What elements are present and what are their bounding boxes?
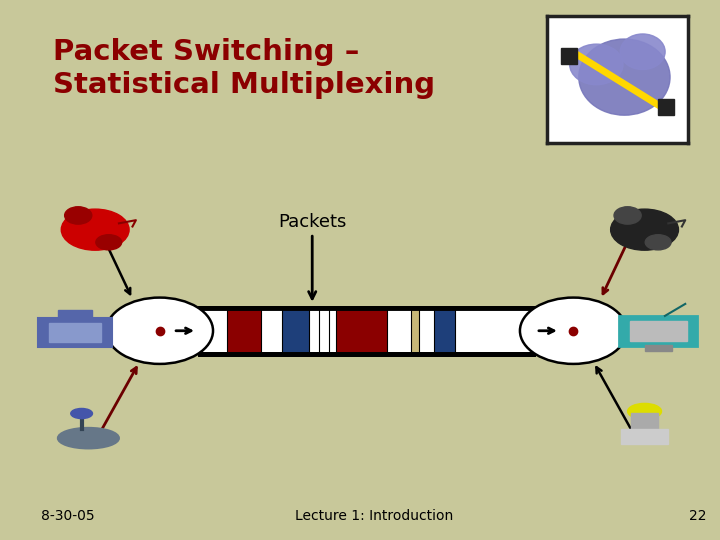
Ellipse shape: [107, 298, 213, 364]
Polygon shape: [533, 308, 557, 354]
Bar: [200, 308, 533, 354]
Bar: [629, 321, 687, 341]
Ellipse shape: [614, 207, 642, 224]
Bar: [621, 429, 668, 444]
Bar: [200, 309, 228, 352]
Bar: [419, 309, 434, 352]
Ellipse shape: [620, 34, 665, 70]
Bar: [387, 309, 410, 352]
Text: 8-30-05: 8-30-05: [41, 509, 95, 523]
Circle shape: [628, 403, 662, 419]
Ellipse shape: [611, 209, 678, 250]
Bar: [434, 309, 454, 352]
Bar: [228, 309, 261, 352]
Bar: [319, 309, 329, 352]
Bar: [454, 309, 533, 352]
Ellipse shape: [65, 207, 91, 224]
Text: 22: 22: [688, 509, 706, 523]
Ellipse shape: [570, 44, 623, 85]
Ellipse shape: [61, 209, 129, 250]
Polygon shape: [176, 308, 200, 354]
Bar: [410, 309, 419, 352]
Polygon shape: [531, 310, 554, 351]
Bar: [58, 310, 91, 318]
Text: Lecture 1: Introduction: Lecture 1: Introduction: [294, 509, 453, 523]
Circle shape: [71, 408, 92, 418]
Polygon shape: [179, 310, 202, 351]
Text: Packets: Packets: [278, 213, 346, 299]
Bar: [618, 316, 698, 346]
Ellipse shape: [58, 428, 119, 448]
Bar: [200, 308, 533, 354]
Bar: [658, 99, 674, 115]
Bar: [49, 323, 101, 342]
Bar: [329, 309, 336, 352]
Bar: [336, 309, 387, 352]
Bar: [631, 413, 658, 429]
Ellipse shape: [645, 235, 671, 250]
Bar: [261, 309, 282, 352]
Ellipse shape: [579, 39, 670, 115]
Text: Packet Switching –
Statistical Multiplexing: Packet Switching – Statistical Multiplex…: [53, 38, 436, 99]
Bar: [282, 309, 309, 352]
Bar: [562, 48, 577, 64]
Ellipse shape: [520, 298, 626, 364]
Ellipse shape: [96, 235, 122, 250]
Bar: [309, 309, 319, 352]
Bar: [37, 318, 112, 347]
Bar: [644, 345, 672, 352]
